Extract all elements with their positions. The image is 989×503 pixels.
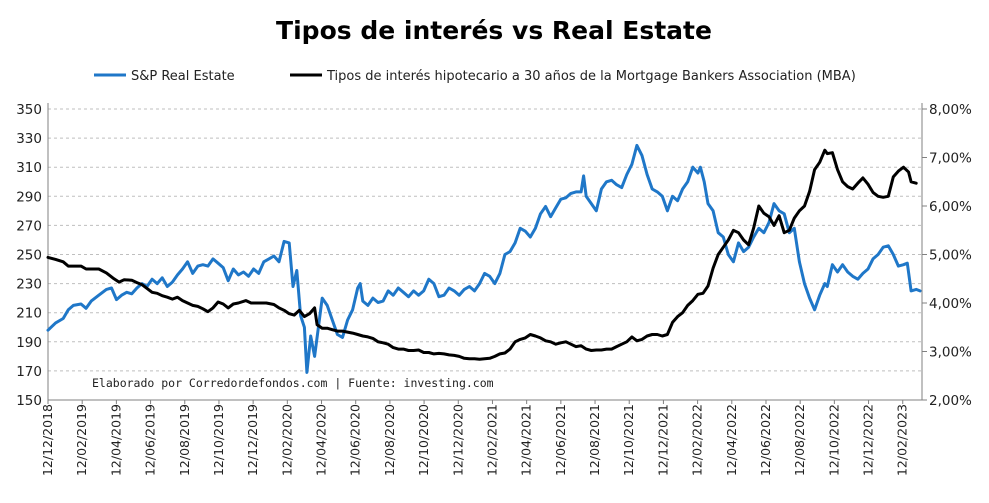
y-right-tick-label: 7,00% — [929, 151, 972, 167]
x-tick-label: 12/04/2020 — [314, 404, 329, 476]
y-right-tick-label: 6,00% — [929, 199, 972, 215]
gridlines — [48, 108, 922, 372]
y-left-tick-label: 170 — [16, 364, 42, 380]
y-right-tick-label: 2,00% — [929, 393, 972, 409]
y-right-tick-label: 4,00% — [929, 296, 972, 312]
y-left-tick-label: 310 — [16, 160, 42, 176]
x-tick-label: 12/02/2020 — [279, 404, 294, 476]
x-tick-label: 12/12/2018 — [40, 404, 55, 476]
y-left-tick-label: 350 — [16, 102, 42, 118]
legend: S&P Real Estate Tipos de interés hipotec… — [94, 69, 856, 84]
y-left-tick-label: 270 — [16, 218, 42, 234]
x-axis: 12/12/2018 12/02/2019 12/04/2019 12/06/2019… — [40, 400, 910, 476]
y-left-tick-label: 330 — [16, 131, 42, 147]
x-tick-label: 12/04/2021 — [519, 404, 534, 476]
x-tick-label: 12/12/2019 — [245, 404, 260, 476]
y-left-tick-label: 250 — [16, 248, 42, 264]
x-tick-label: 12/02/2021 — [484, 404, 499, 476]
x-tick-label: 12/06/2022 — [758, 404, 773, 476]
x-tick-label: 12/10/2019 — [211, 404, 226, 476]
y-left-tick-label: 210 — [16, 306, 42, 322]
legend-label-mortgage-rate: Tipos de interés hipotecario a 30 años d… — [326, 69, 856, 84]
source-annotation: Elaborado por Corredordefondos.com | Fue… — [92, 376, 494, 390]
x-tick-label: 12/12/2022 — [861, 404, 876, 476]
y-axis-left: 150 170 190 210 230 250 270 290 310 330 350 — [16, 102, 42, 409]
x-tick-label: 12/10/2021 — [621, 404, 636, 476]
x-tick-label: 12/02/2019 — [74, 404, 89, 476]
series-line-sp-real-estate — [46, 143, 922, 374]
x-tick-label: 12/08/2020 — [382, 404, 397, 476]
axes — [47, 103, 923, 401]
y-left-tick-label: 290 — [16, 189, 42, 205]
x-tick-label: 12/08/2019 — [177, 404, 192, 476]
chart-title: Tipos de interés vs Real Estate — [276, 16, 712, 45]
x-tick-label: 12/08/2022 — [792, 404, 807, 476]
series-line-mortgage-rate — [46, 148, 918, 361]
x-tick-label: 12/04/2019 — [108, 404, 123, 476]
x-tick-label: 12/08/2021 — [587, 404, 602, 476]
y-right-tick-label: 5,00% — [929, 248, 972, 264]
x-tick-label: 12/10/2022 — [826, 404, 841, 476]
y-axis-right: 2,00% 3,00% 4,00% 5,00% 6,00% 7,00% 8,00% — [922, 102, 972, 409]
y-left-tick-label: 190 — [16, 335, 42, 351]
x-tick-label: 12/02/2022 — [690, 404, 705, 476]
x-tick-label: 12/12/2020 — [450, 404, 465, 476]
legend-label-sp-real-estate: S&P Real Estate — [131, 69, 235, 84]
y-left-tick-label: 150 — [16, 393, 42, 409]
y-left-tick-label: 230 — [16, 277, 42, 293]
y-right-tick-label: 3,00% — [929, 345, 972, 361]
x-tick-label: 12/02/2023 — [895, 404, 910, 476]
x-tick-label: 12/04/2022 — [724, 404, 739, 476]
x-tick-label: 12/06/2020 — [348, 404, 363, 476]
x-tick-label: 12/06/2019 — [143, 404, 158, 476]
x-tick-label: 12/12/2021 — [655, 404, 670, 476]
x-tick-label: 12/06/2021 — [553, 404, 568, 476]
series — [46, 143, 922, 374]
x-tick-label: 12/10/2020 — [416, 404, 431, 476]
y-right-tick-label: 8,00% — [929, 102, 972, 118]
